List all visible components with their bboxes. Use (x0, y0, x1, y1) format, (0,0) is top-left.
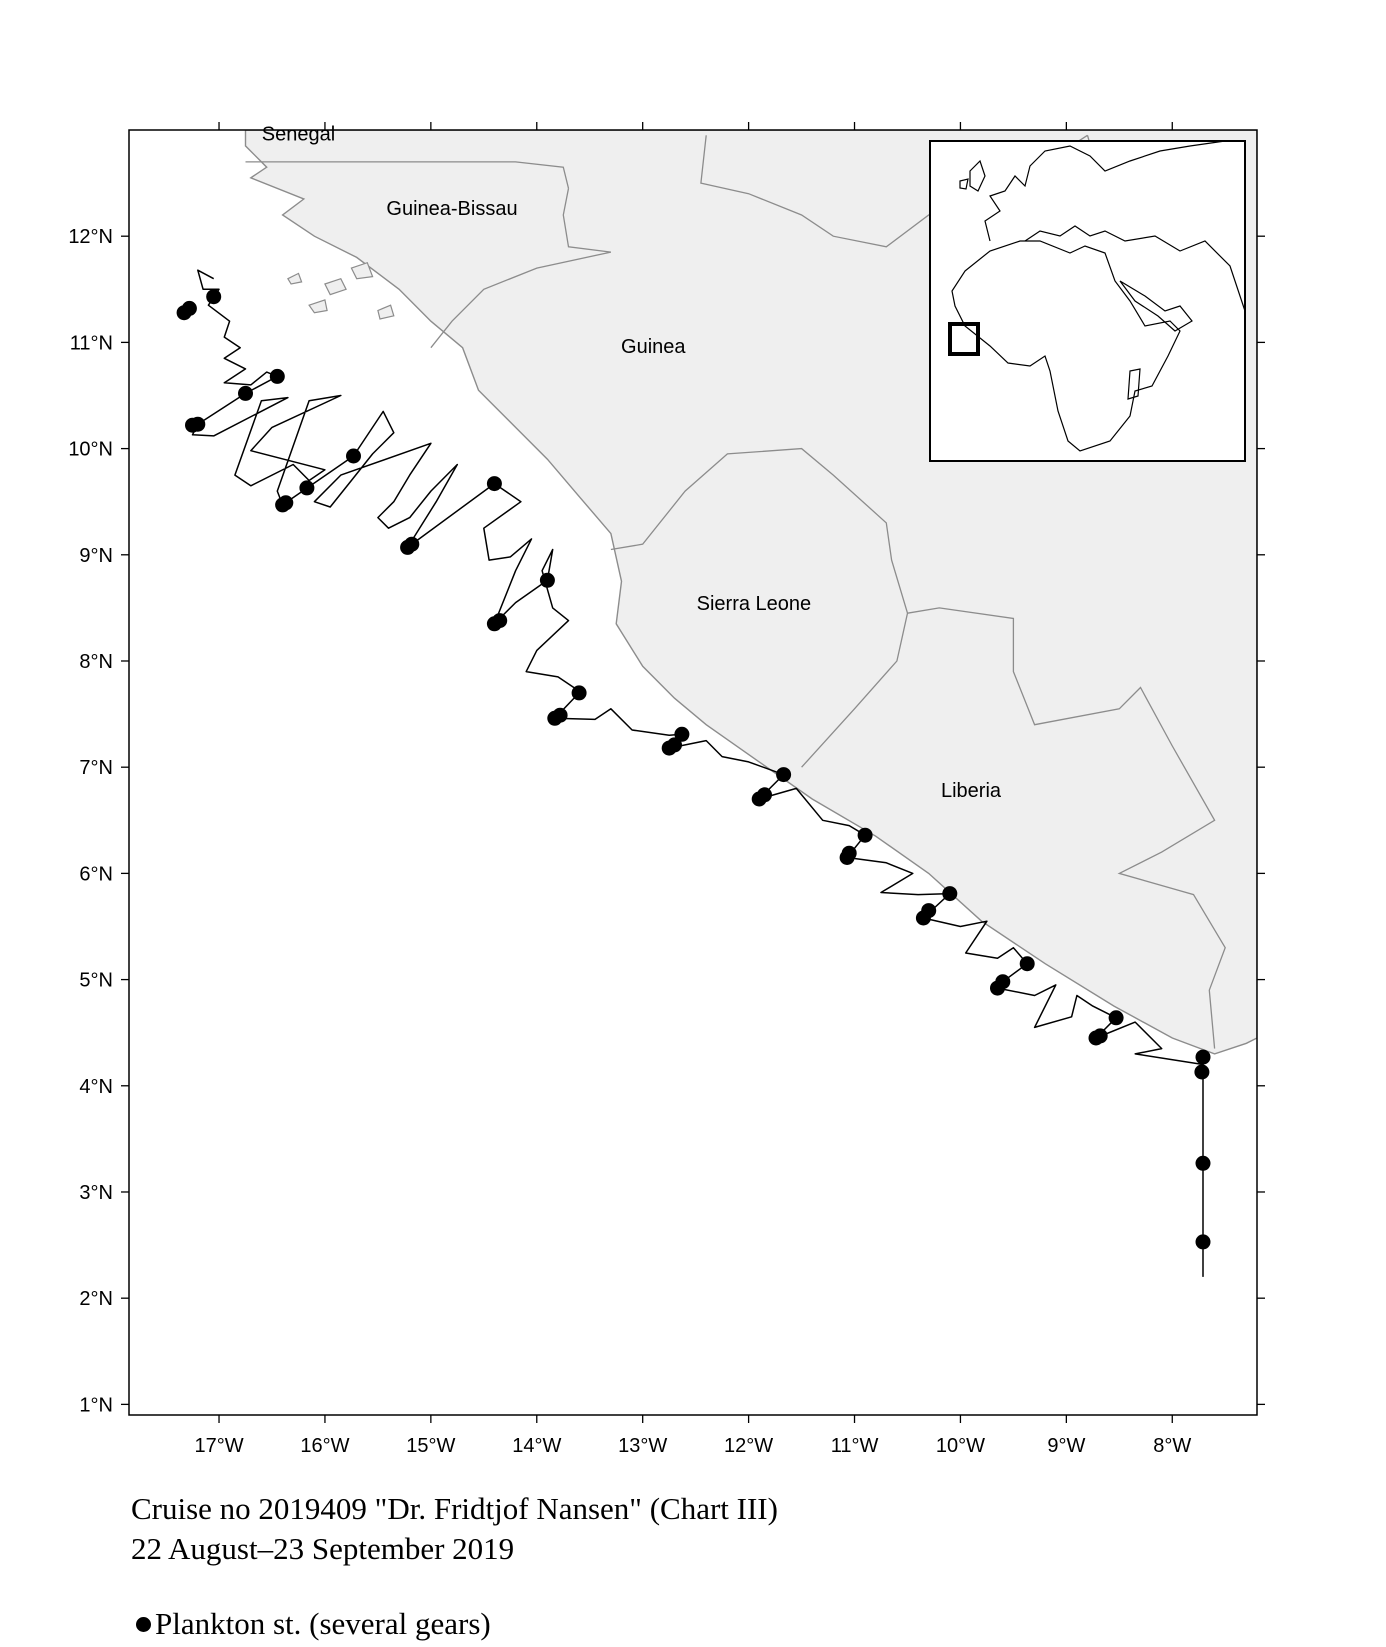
lat-tick-label: 5°N (79, 970, 113, 992)
station-point (552, 707, 568, 723)
station-point (757, 787, 772, 803)
station-point (1019, 956, 1035, 972)
lat-tick-label: 1°N (79, 1394, 113, 1416)
station-point (857, 827, 873, 843)
station-point (990, 980, 1005, 996)
lat-tick-label: 3°N (79, 1182, 113, 1204)
lon-tick-label: 12°W (724, 1435, 773, 1457)
station-point (674, 726, 690, 742)
station-point (181, 300, 197, 316)
station-point (299, 480, 315, 496)
lat-tick-label: 10°N (68, 439, 113, 461)
lon-tick-label: 8°W (1153, 1435, 1191, 1457)
world-locator-inset (929, 140, 1246, 462)
lon-tick-label: 16°W (300, 1435, 349, 1457)
station-point (190, 416, 206, 432)
plankton-stations (176, 289, 1211, 1250)
country-label: Liberia (941, 780, 1002, 802)
cruise-track (191, 269, 1204, 1277)
country-labels: Senegal Guinea-Bissau Guinea Sierra Leone Li… (262, 124, 1002, 802)
lon-tick-label: 15°W (406, 1435, 455, 1457)
inset-landmass-5 (959, 159, 986, 192)
lat-tick-label: 6°N (79, 863, 113, 885)
station-point (1195, 1155, 1211, 1171)
border-line-3 (610, 447, 909, 768)
station-point (667, 737, 682, 753)
station-point (539, 572, 555, 588)
inset-frame (929, 140, 1246, 462)
country-label: Senegal (262, 124, 335, 146)
station-point (776, 767, 792, 783)
island-3 (308, 299, 328, 314)
inset-landmass-3 (1119, 280, 1193, 332)
country-label: Sierra Leone (697, 593, 812, 615)
island-4 (377, 304, 395, 320)
inset-continents (951, 140, 1246, 452)
caption-dates: 22 August–23 September 2019 (131, 1531, 515, 1566)
station-marker-icon (136, 1616, 151, 1632)
cruise-track-line (191, 269, 1204, 1277)
lon-tick-label: 11°W (831, 1435, 879, 1457)
lat-tick-label: 12°N (68, 226, 113, 248)
legend-label: Plankton st. (several gears) (155, 1606, 491, 1641)
axes: 1°N 2°N 3°N 4°N 5°N 6°N 7°N 8°N 9°N 10°N 11°N 12°N 1… (68, 122, 1265, 1457)
station-point (1194, 1064, 1210, 1080)
country-label: Guinea-Bissau (386, 198, 517, 220)
station-point (404, 536, 420, 552)
inset-landmass-1 (951, 240, 1181, 452)
caption-title: Cruise no 2019409 "Dr. Fridtjof Nansen" … (131, 1491, 778, 1526)
inset-landmass-4 (1127, 368, 1141, 400)
station-point (346, 448, 361, 464)
station-point (238, 385, 253, 401)
station-point (841, 845, 857, 861)
legend: Plankton st. (several gears) (136, 1605, 491, 1643)
island-2 (350, 261, 374, 280)
station-point (1195, 1234, 1211, 1250)
lat-tick-label: 9°N (79, 545, 113, 567)
border-line-2 (430, 188, 612, 349)
lat-tick-label: 11°N (70, 332, 113, 354)
station-point (1108, 1010, 1124, 1026)
station-point (206, 289, 222, 305)
lat-tick-label: 4°N (79, 1076, 113, 1098)
lon-tick-label: 14°W (512, 1435, 561, 1457)
lon-tick-label: 10°W (936, 1435, 985, 1457)
country-label: Guinea (621, 336, 686, 358)
lon-tick-label: 17°W (194, 1435, 243, 1457)
island-5 (287, 272, 303, 285)
border-line-1 (245, 161, 570, 189)
station-point (571, 685, 587, 701)
station-point (921, 903, 937, 919)
station-point (486, 476, 502, 492)
station-point (269, 368, 285, 384)
lat-tick-label: 8°N (79, 651, 113, 673)
border-line-4 (907, 607, 1226, 1049)
station-point (1195, 1049, 1211, 1065)
station-point (492, 613, 508, 629)
station-point (942, 886, 958, 902)
lon-tick-label: 9°W (1047, 1435, 1085, 1457)
island-1 (324, 277, 347, 296)
inset-landmass-2 (984, 140, 1246, 312)
plot-frame (128, 129, 1258, 1416)
study-area-box (948, 322, 980, 356)
station-point (1092, 1028, 1108, 1044)
lon-tick-label: 13°W (618, 1435, 667, 1457)
lat-tick-label: 2°N (79, 1288, 113, 1310)
lat-tick-label: 7°N (79, 757, 113, 779)
station-point (278, 495, 294, 511)
